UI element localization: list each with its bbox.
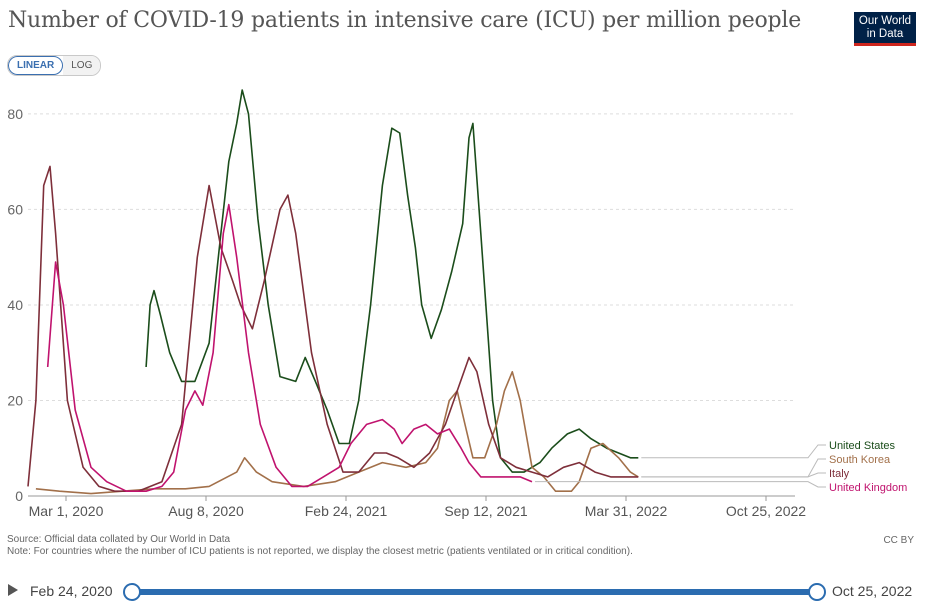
y-tick-label: 60 bbox=[7, 201, 23, 217]
y-tick-label: 80 bbox=[7, 106, 23, 122]
note-text: Note: For countries where the number of … bbox=[7, 546, 633, 557]
series-line-south-korea[interactable] bbox=[35, 371, 639, 495]
legend: United States South Korea Italy United King… bbox=[534, 440, 907, 494]
series-line-united-kingdom[interactable] bbox=[46, 203, 533, 492]
x-tick-label: Feb 24, 2021 bbox=[305, 503, 388, 519]
series-lines bbox=[27, 89, 639, 495]
grid-lines bbox=[28, 113, 795, 497]
timeline: Feb 24, 2020 Oct 25, 2022 bbox=[0, 575, 930, 607]
log-scale-button[interactable]: LOG bbox=[63, 56, 101, 75]
legend-label[interactable]: Italy bbox=[829, 468, 850, 480]
timeline-start-label: Feb 24, 2020 bbox=[30, 583, 113, 599]
legend-label[interactable]: United Kingdom bbox=[829, 482, 907, 494]
license-text[interactable]: CC BY bbox=[883, 535, 914, 546]
x-tick-label: Aug 8, 2020 bbox=[168, 503, 244, 519]
x-tick-label: Sep 12, 2021 bbox=[444, 503, 528, 519]
y-axis: 0 20 40 60 80 bbox=[7, 106, 23, 504]
x-axis: Mar 1, 2020 Aug 8, 2020 Feb 24, 2021 Sep 12… bbox=[29, 496, 806, 519]
owid-logo[interactable]: Our World in Data bbox=[854, 12, 916, 46]
scale-toggle: LINEAR LOG bbox=[7, 55, 102, 76]
timeline-end-label: Oct 25, 2022 bbox=[832, 583, 913, 599]
y-tick-label: 0 bbox=[15, 488, 23, 504]
legend-connector bbox=[641, 472, 826, 478]
y-tick-label: 40 bbox=[7, 297, 23, 313]
legend-label[interactable]: South Korea bbox=[829, 454, 891, 466]
x-tick-label: Mar 31, 2022 bbox=[585, 503, 668, 519]
play-icon[interactable] bbox=[8, 584, 18, 596]
legend-connector bbox=[641, 458, 826, 478]
series-line-united-states[interactable] bbox=[145, 89, 639, 473]
linear-scale-button[interactable]: LINEAR bbox=[8, 56, 64, 75]
logo-line-1: Our World bbox=[858, 15, 912, 27]
chart-title: Number of COVID-19 patients in intensive… bbox=[8, 8, 802, 33]
y-tick-label: 20 bbox=[7, 392, 23, 408]
timeline-track[interactable] bbox=[131, 589, 817, 595]
series-line-italy[interactable] bbox=[27, 165, 639, 492]
logo-line-2: in Data bbox=[866, 28, 904, 40]
x-tick-label: Mar 1, 2020 bbox=[29, 503, 104, 519]
legend-connector bbox=[641, 444, 826, 459]
x-tick-label: Oct 25, 2022 bbox=[726, 503, 806, 519]
source-text: Source: Official data collated by Our Wo… bbox=[7, 534, 231, 545]
chart-area: 0 20 40 60 80 Mar 1, 2020 Aug 8, 2020 Feb 24, … bbox=[7, 89, 907, 519]
timeline-start-handle[interactable] bbox=[123, 583, 141, 601]
legend-label[interactable]: United States bbox=[829, 440, 896, 452]
timeline-end-handle[interactable] bbox=[808, 583, 826, 601]
legend-connector bbox=[534, 481, 826, 488]
